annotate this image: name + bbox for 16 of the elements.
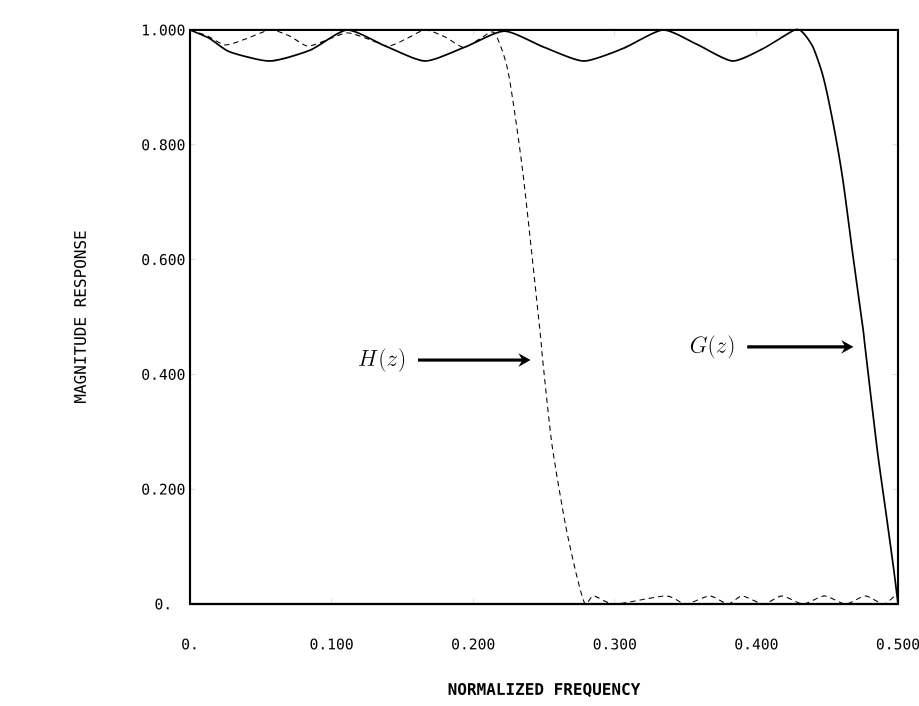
- annotation: $G(z)$: [690, 335, 734, 358]
- x-tick-label: 0.300: [594, 638, 636, 650]
- x-tick-label: 0.100: [310, 638, 353, 650]
- x-tick-label: 0.400: [735, 638, 778, 650]
- y-tick-label: 0.600: [142, 254, 184, 266]
- y-tick-label: 0.800: [142, 139, 184, 150]
- y-tick-label: 0.: [155, 598, 169, 610]
- annotation: $H(z)$: [358, 348, 404, 372]
- y-tick-label: 0.200: [142, 484, 184, 495]
- y-tick-label: 1.000: [143, 24, 184, 36]
- y-axis-title: MAGNITUDE RESPONSE: [74, 231, 86, 404]
- x-tick-label: 0.500: [876, 638, 919, 650]
- x-tick-label: 0.200: [452, 638, 494, 650]
- y-tick-label: 0.400: [142, 368, 184, 380]
- x-axis-title: NORMALIZED FREQUENCY: [448, 682, 640, 698]
- x-tick-label: 0.: [182, 638, 196, 650]
